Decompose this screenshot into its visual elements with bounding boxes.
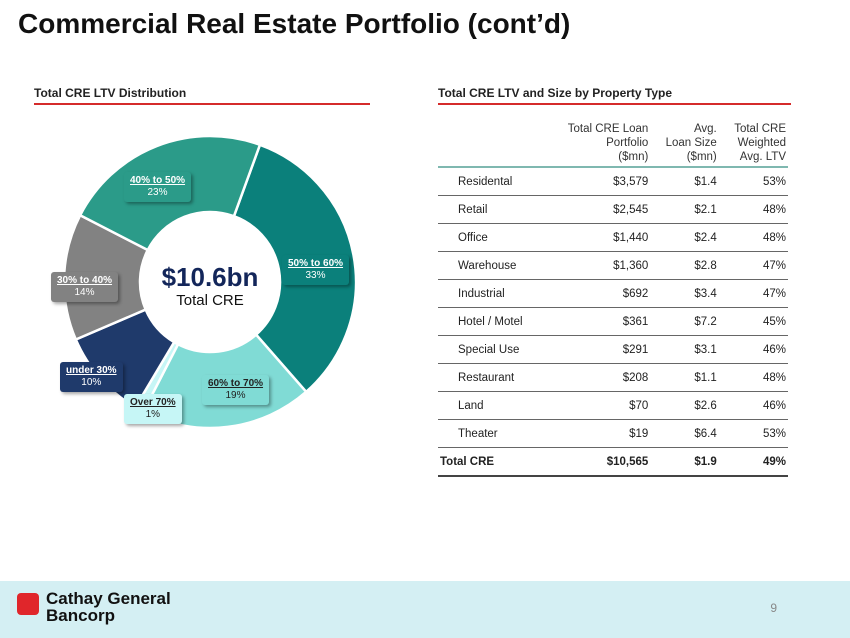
slice-label-value: 1%	[145, 409, 161, 420]
table-cell: $2.6	[650, 391, 719, 420]
table-row: Retail $2,545 $2.1 48%	[438, 195, 788, 224]
table-cell: $3.4	[650, 279, 719, 308]
slice-label-value: 33%	[305, 270, 326, 281]
slice-label-range: 40% to 50%	[130, 175, 186, 186]
table-row: Theater $19 $6.4 53%	[438, 419, 788, 448]
table-cell: Land	[438, 391, 546, 420]
donut-center: $10.6bn Total CRE	[140, 262, 280, 309]
table-cell: $2,545	[545, 195, 651, 224]
slice-label-value: 10%	[81, 377, 102, 388]
table-cell: 48%	[718, 223, 788, 252]
total-cell: $1.9	[650, 447, 719, 477]
table-cell: Retail	[438, 195, 546, 224]
table-cell: 53%	[718, 167, 788, 196]
slice-label-range: 30% to 40%	[57, 275, 113, 286]
table-cell: $1,440	[545, 223, 651, 252]
page-title: Commercial Real Estate Portfolio (cont’d…	[18, 8, 571, 39]
center-value: $10.6bn	[161, 262, 259, 292]
table-cell: Hotel / Motel	[438, 307, 546, 336]
table-cell: $3.1	[650, 335, 719, 364]
slice-label-range: 50% to 60%	[288, 258, 344, 269]
table-cell: $6.4	[650, 419, 719, 448]
table-row: Office $1,440 $2.4 48%	[438, 223, 788, 252]
table-cell: $19	[545, 419, 651, 448]
table-cell: Office	[438, 223, 546, 252]
table-cell: 45%	[718, 307, 788, 336]
table-cell: 46%	[718, 391, 788, 420]
column-header: Total CRE Weighted Avg. LTV	[718, 122, 788, 168]
table-cell: $2.1	[650, 195, 719, 224]
total-cell: $10,565	[545, 447, 651, 477]
slice-label: 40% to 50% 23%	[124, 172, 192, 202]
slice-label: under 30% 10%	[60, 362, 123, 392]
table-cell: Restaurant	[438, 363, 546, 392]
center-label: Total CRE	[176, 292, 244, 309]
table-row: Residental $3,579 $1.4 53%	[438, 167, 788, 196]
table-cell: 53%	[718, 419, 788, 448]
cathay-logo-icon	[17, 593, 39, 615]
column-header: Avg. Loan Size ($mn)	[650, 122, 719, 168]
donut-hole	[140, 212, 280, 352]
footer: Cathay General Bancorp 9	[0, 581, 850, 638]
table-cell: $70	[545, 391, 651, 420]
slice-label-value: 19%	[225, 390, 246, 401]
total-row: Total CRE $10,565 $1.9 49%	[438, 447, 788, 477]
total-cell: Total CRE	[438, 447, 546, 477]
table-cell: 47%	[718, 279, 788, 308]
slice-label: Over 70% 1%	[124, 394, 182, 424]
table-cell: 48%	[718, 363, 788, 392]
slice-label-range: Over 70%	[130, 397, 176, 408]
table-row: Warehouse $1,360 $2.8 47%	[438, 251, 788, 280]
table-row: Land $70 $2.6 46%	[438, 391, 788, 420]
slice-label-range: 60% to 70%	[208, 378, 264, 389]
table-row: Hotel / Motel $361 $7.2 45%	[438, 307, 788, 336]
table-cell: $1.1	[650, 363, 719, 392]
table-cell: Special Use	[438, 335, 546, 364]
property-type-heading: Total CRE LTV and Size by Property Type	[438, 86, 791, 105]
table-cell: $2.8	[650, 251, 719, 280]
table-cell: Residental	[438, 167, 546, 196]
table-cell: $3,579	[545, 167, 651, 196]
column-header: Total CRE Loan Portfolio ($mn)	[545, 122, 651, 168]
slice-label: 60% to 70% 19%	[202, 375, 270, 405]
table-cell: Warehouse	[438, 251, 546, 280]
table-cell: 48%	[718, 195, 788, 224]
table-cell: $291	[545, 335, 651, 364]
table-cell: $7.2	[650, 307, 719, 336]
company-name: Cathay General Bancorp	[46, 589, 171, 625]
slice-label-value: 23%	[147, 187, 168, 198]
table-row: Industrial $692 $3.4 47%	[438, 279, 788, 308]
slice-label: 30% to 40% 14%	[51, 272, 119, 302]
table-cell: $1.4	[650, 167, 719, 196]
table-cell: $1,360	[545, 251, 651, 280]
table-cell: $2.4	[650, 223, 719, 252]
table-cell: $361	[545, 307, 651, 336]
slice-label-value: 14%	[74, 287, 95, 298]
total-cell: 49%	[718, 447, 788, 477]
table-cell: $208	[545, 363, 651, 392]
column-header	[438, 122, 546, 168]
slice-label: 50% to 60% 33%	[282, 255, 350, 285]
table-cell: 46%	[718, 335, 788, 364]
property-type-table: Total CRE Loan Portfolio ($mn) Avg. Loan …	[438, 122, 788, 477]
slice-label-range: under 30%	[66, 365, 117, 376]
ltv-distribution-heading: Total CRE LTV Distribution	[34, 86, 370, 105]
page-number: 9	[770, 601, 777, 615]
table-cell: 47%	[718, 251, 788, 280]
table-row: Restaurant $208 $1.1 48%	[438, 363, 788, 392]
table-cell: Industrial	[438, 279, 546, 308]
table-cell: Theater	[438, 419, 546, 448]
table-cell: $692	[545, 279, 651, 308]
table-row: Special Use $291 $3.1 46%	[438, 335, 788, 364]
